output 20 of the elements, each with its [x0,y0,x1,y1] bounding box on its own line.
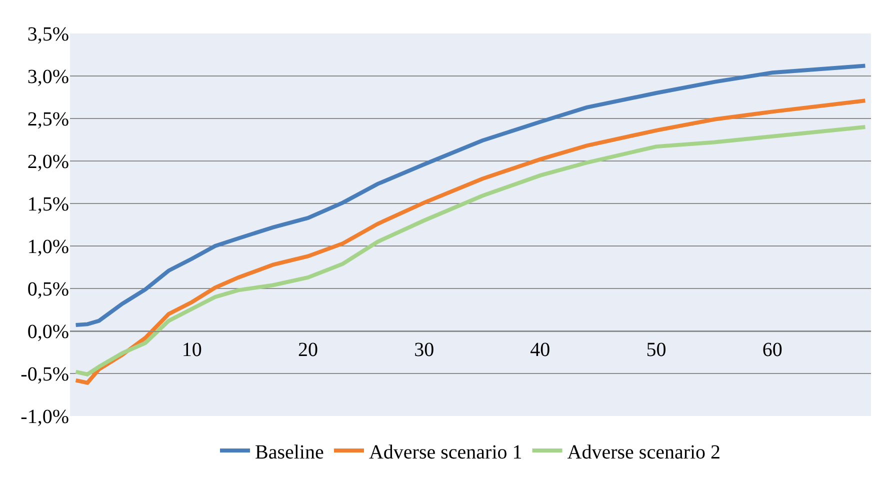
x-tick-label: 20 [298,339,318,361]
x-tick-label: 30 [414,339,434,361]
y-tick-label: 2,0% [27,151,69,173]
y-tick-label: 0,0% [27,321,69,343]
x-tick-label: 50 [646,339,666,361]
x-tick-label: 60 [762,339,782,361]
y-tick-label: 3,0% [27,66,69,88]
x-tick-label: 10 [182,339,202,361]
legend-label: Adverse scenario 1 [368,441,522,464]
line-series [74,64,868,328]
y-tick-label: 1,0% [27,236,69,258]
legend-label: Adverse scenario 2 [567,441,721,464]
y-tick-label: 1,5% [27,194,69,216]
y-tick-label: -1,0% [20,406,69,428]
y-tick-label: -0,5% [20,364,69,386]
y-tick-label: 2,5% [27,108,69,130]
y-tick-label: 0,5% [27,278,69,300]
legend-label: Baseline [255,441,324,464]
x-tick-label: 40 [530,339,550,361]
y-tick-label: 3,5% [27,24,69,46]
